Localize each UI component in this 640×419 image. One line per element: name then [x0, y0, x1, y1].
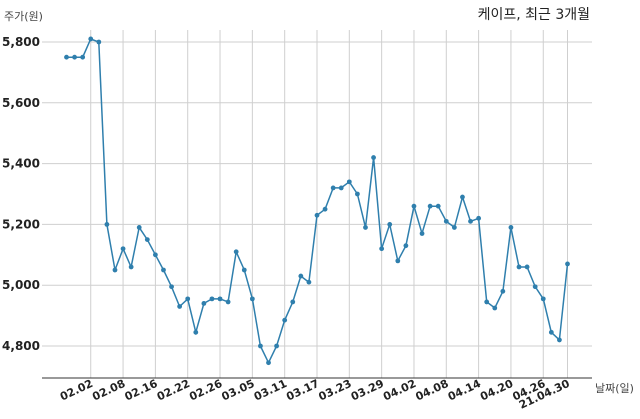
data-point	[500, 288, 506, 294]
y-tick-labels: 4,800 5,000 5,200 5,400 5,600 5,800	[2, 35, 40, 353]
data-point	[435, 203, 441, 209]
data-point	[476, 215, 482, 221]
x-tick-label: 03.29	[349, 377, 386, 403]
data-point	[88, 36, 94, 42]
data-point	[193, 329, 199, 335]
data-point	[80, 54, 86, 60]
data-point	[524, 264, 530, 270]
data-point	[217, 296, 223, 302]
x-tick-label: 03.11	[252, 377, 289, 403]
data-point	[144, 237, 150, 243]
data-point	[177, 304, 183, 309]
data-point	[120, 246, 126, 252]
data-point	[64, 54, 69, 60]
data-point	[225, 299, 231, 305]
data-point	[532, 284, 538, 290]
x-tick-label: 04.02	[381, 377, 418, 403]
data-point	[96, 39, 102, 45]
data-point	[387, 222, 393, 227]
x-axis-label: 날짜(일)	[595, 381, 634, 395]
x-tick-label: 02.08	[90, 377, 127, 403]
data-point	[128, 264, 134, 270]
y-tick-label: 5,400	[2, 157, 40, 171]
data-point	[233, 249, 239, 255]
data-point	[266, 360, 271, 366]
x-tick-label: 04.08	[414, 377, 451, 403]
grid-layer	[42, 30, 592, 378]
data-point	[427, 203, 433, 209]
data-point	[451, 225, 457, 230]
x-tick-label: 04.20	[478, 377, 515, 404]
series-layer	[64, 36, 570, 366]
data-point	[346, 179, 352, 185]
y-axis-label: 주가(원)	[4, 10, 43, 23]
y-tick-label: 5,600	[2, 96, 40, 110]
data-point	[363, 225, 368, 230]
data-point	[371, 155, 376, 160]
y-tick-label: 4,800	[2, 339, 40, 353]
x-tick-label: 02.22	[155, 377, 192, 403]
x-tick-label: 03.23	[317, 377, 354, 403]
data-point	[411, 203, 417, 209]
x-tick-label: 03.17	[284, 377, 321, 403]
x-tick-labels: 02.0202.0802.1602.2202.2603.0503.1103.17…	[58, 377, 572, 412]
data-point	[314, 212, 320, 218]
data-point	[403, 243, 409, 249]
data-point	[484, 299, 490, 305]
x-tick-label: 02.02	[58, 377, 95, 403]
data-point	[169, 284, 174, 290]
data-point	[209, 296, 215, 302]
y-tick-label: 5,200	[2, 217, 40, 231]
data-point	[104, 222, 110, 227]
data-point	[468, 218, 473, 224]
data-point	[460, 194, 465, 200]
data-point	[282, 317, 288, 323]
data-point	[565, 261, 570, 267]
data-point	[540, 296, 546, 302]
data-point	[355, 191, 360, 197]
data-point	[136, 225, 142, 230]
data-point	[72, 54, 77, 60]
data-point	[322, 206, 328, 212]
data-point	[152, 252, 158, 258]
data-point	[112, 267, 118, 273]
data-point	[241, 267, 247, 273]
x-tick-label: 03.05	[220, 377, 257, 403]
data-point	[338, 185, 344, 191]
data-point	[290, 299, 296, 305]
data-point	[249, 296, 255, 302]
data-point	[516, 264, 522, 270]
x-tick-label: 04.14	[446, 377, 483, 404]
data-point	[548, 329, 554, 335]
data-point	[161, 267, 166, 273]
data-point	[492, 305, 498, 311]
data-point	[185, 296, 191, 302]
data-point	[508, 225, 514, 230]
data-point	[379, 246, 385, 252]
y-tick-label: 5,000	[2, 278, 40, 292]
data-point	[419, 231, 425, 236]
data-point	[443, 218, 449, 224]
x-tick-label: 02.16	[123, 377, 160, 404]
data-point	[330, 185, 336, 191]
y-tick-label: 5,800	[2, 35, 40, 49]
data-point	[395, 258, 401, 264]
data-point	[201, 301, 207, 306]
x-tick-label: 02.26	[187, 377, 224, 404]
data-point	[298, 273, 304, 279]
chart-title: 케이프, 최근 3개월	[478, 7, 590, 23]
data-point	[306, 279, 312, 285]
data-point	[258, 343, 263, 349]
data-point	[557, 337, 562, 343]
data-point	[274, 343, 279, 349]
